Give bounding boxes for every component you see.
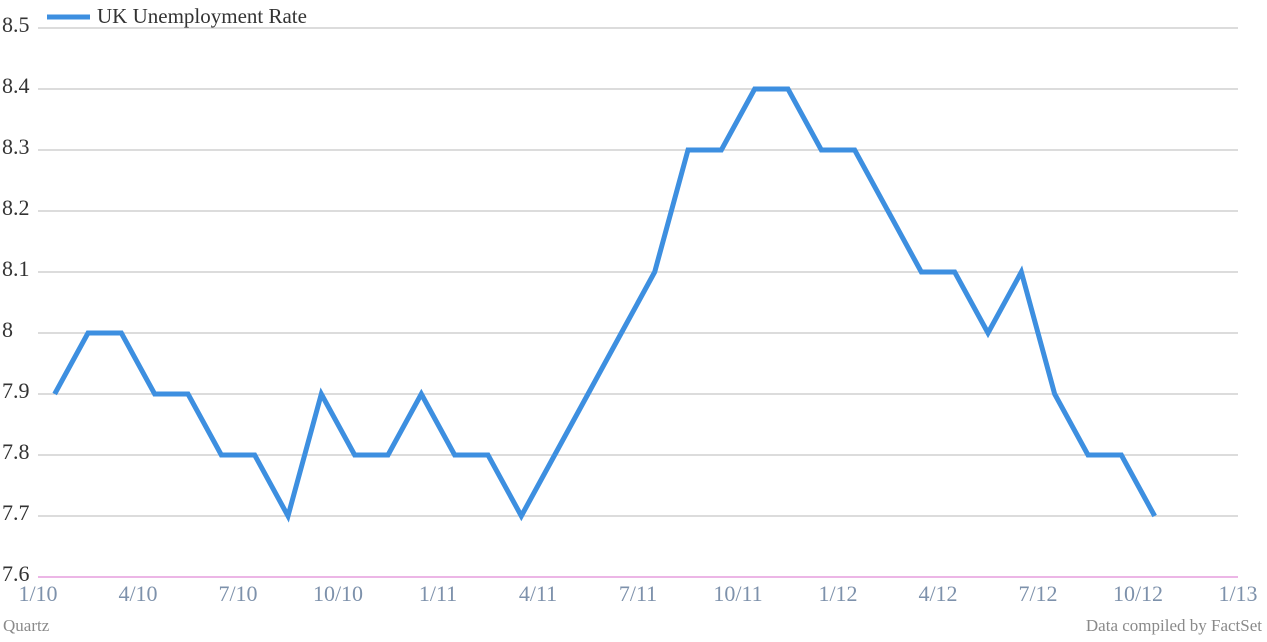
x-tick-label: 7/10 [218, 581, 257, 606]
x-tick-label: 1/11 [419, 581, 457, 606]
x-tick-label: 1/12 [818, 581, 857, 606]
x-tick-label: 10/12 [1113, 581, 1163, 606]
y-tick-label: 8.4 [2, 73, 30, 98]
y-tick-label: 7.7 [2, 500, 30, 525]
y-tick-label: 7.6 [2, 561, 30, 586]
x-tick-label: 4/12 [918, 581, 957, 606]
x-tick-label: 4/10 [118, 581, 157, 606]
x-tick-label: 7/12 [1018, 581, 1057, 606]
source: Data compiled by FactSet [1086, 616, 1262, 635]
x-tick-label: 7/11 [619, 581, 657, 606]
x-tick-label: 10/10 [313, 581, 363, 606]
x-tick-label: 1/10 [18, 581, 57, 606]
x-tick-label: 10/11 [713, 581, 762, 606]
y-tick-label: 7.8 [2, 439, 30, 464]
credit: Quartz [3, 616, 50, 635]
y-tick-label: 8 [2, 317, 13, 342]
y-tick-label: 8.5 [2, 12, 30, 37]
x-tick-label: 4/11 [519, 581, 557, 606]
legend-label: UK Unemployment Rate [97, 4, 307, 28]
line-series [52, 86, 1157, 523]
y-tick-label: 7.9 [2, 378, 30, 403]
y-tick-label: 8.1 [2, 256, 30, 281]
y-tick-label: 8.2 [2, 195, 30, 220]
x-tick-label: 1/13 [1218, 581, 1257, 606]
y-tick-label: 8.3 [2, 134, 30, 159]
